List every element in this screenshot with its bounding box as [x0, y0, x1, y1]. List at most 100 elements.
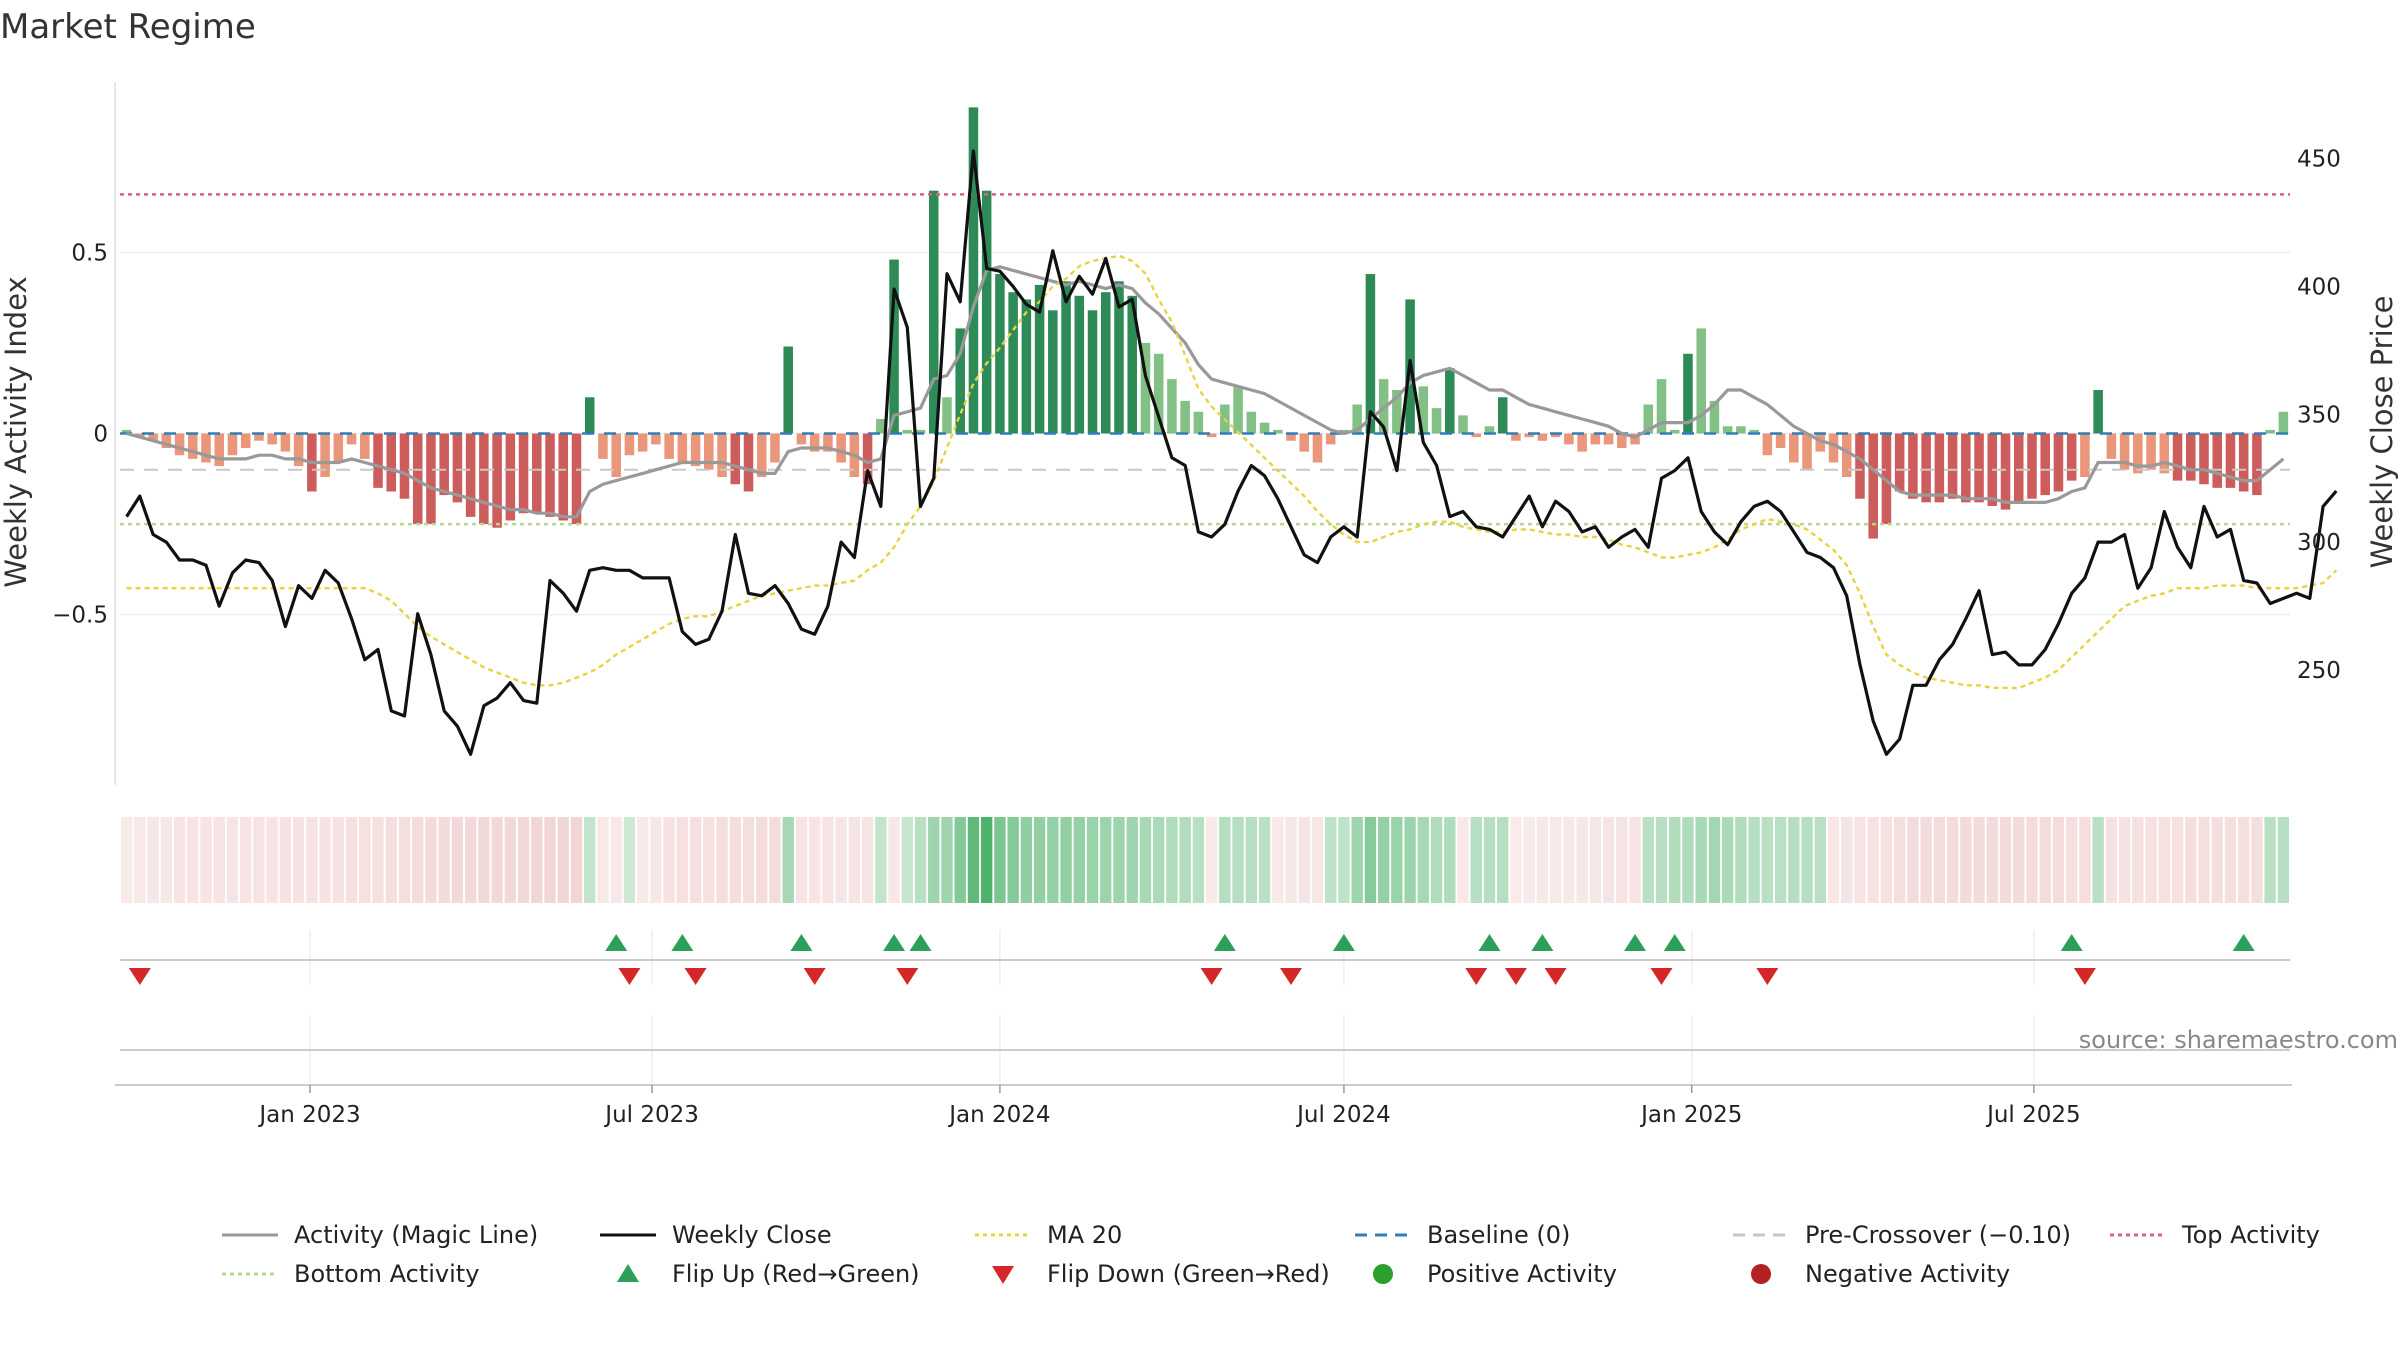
regime-cell: [1404, 817, 1416, 903]
activity-bar: [188, 433, 198, 459]
activity-bar: [1762, 433, 1773, 456]
regime-cell: [650, 817, 662, 903]
activity-bar: [2278, 411, 2289, 434]
regime-cell: [398, 817, 411, 903]
flip-down-marker: [1544, 968, 1567, 985]
regime-cell: [1205, 817, 1218, 903]
regime-cell: [1338, 817, 1350, 903]
regime-cell: [451, 817, 464, 903]
activity-bar: [1418, 386, 1429, 434]
regime-cell: [1735, 817, 1747, 903]
activity-bar: [492, 433, 502, 528]
x-tick-label: Jan 2023: [257, 1102, 360, 1128]
weekly-close-line: [125, 149, 2338, 756]
activity-bar: [1484, 426, 1495, 434]
regime-cell: [120, 817, 133, 903]
regime-cell: [1219, 817, 1231, 903]
legend-label: Top Activity: [2181, 1221, 2320, 1249]
magic-line: [126, 265, 2285, 519]
regime-cell: [901, 817, 913, 903]
lower-panel: Jan 2023 Jul 2023 Jan 2024 Jul 2024 Jan 2025…: [115, 1015, 2398, 1128]
regime-cell: [623, 817, 636, 903]
regime-cell: [2251, 817, 2263, 903]
activity-bar: [1656, 379, 1667, 434]
legend-label: Positive Activity: [1427, 1260, 1617, 1288]
regime-cell: [1682, 817, 1694, 903]
activity-bar: [902, 429, 913, 434]
regime-cell: [1973, 817, 1985, 903]
activity-bar: [862, 433, 873, 485]
activity-bar: [1683, 353, 1693, 434]
regime-cell: [412, 817, 424, 903]
flip-up-marker: [1332, 934, 1355, 951]
regime-cell: [240, 817, 252, 903]
regime-cell: [425, 817, 437, 903]
activity-bar: [1908, 433, 1918, 499]
activity-bar: [267, 433, 277, 445]
regime-cell: [332, 817, 345, 903]
x-tick-label: Jan 2024: [947, 1102, 1050, 1128]
activity-bar: [651, 433, 661, 445]
activity-bar: [360, 433, 370, 459]
regime-cell: [597, 817, 609, 903]
activity-bar: [1802, 433, 1812, 470]
flip-down-marker: [1504, 968, 1527, 985]
regime-cell: [689, 817, 702, 903]
regime-cell: [835, 817, 847, 903]
flip-up-marker: [1663, 934, 1686, 951]
y-right-tick-label: 250: [2297, 658, 2341, 684]
activity-bar: [320, 433, 330, 477]
x-tick-label: Jan 2025: [1639, 1102, 1742, 1128]
regime-cell: [253, 817, 265, 903]
regime-cell: [1946, 817, 1959, 903]
regime-cell: [531, 817, 543, 903]
regime-cell: [1510, 817, 1522, 903]
activity-bar: [2199, 433, 2209, 485]
regime-cell: [729, 817, 741, 903]
right-axis-ticks: 250 300 350 400 450: [2297, 147, 2341, 684]
legend-label: Activity (Magic Line): [294, 1221, 538, 1249]
activity-bar: [1180, 400, 1190, 434]
regime-cell: [1152, 817, 1165, 903]
activity-bar: [1061, 281, 1071, 434]
activity-bar: [1590, 433, 1601, 445]
regime-cell: [795, 817, 808, 903]
activity-bar: [1193, 411, 1204, 434]
activity-bar: [809, 433, 820, 452]
regime-cell: [1298, 817, 1310, 903]
activity-bar: [2027, 433, 2037, 499]
regime-cell: [2065, 817, 2078, 903]
activity-bar: [346, 433, 357, 445]
regime-cell: [570, 817, 583, 903]
regime-cell: [1589, 817, 1602, 903]
regime-cell: [292, 817, 305, 903]
chart-title: Market Regime: [0, 7, 256, 47]
regime-cell: [2132, 817, 2144, 903]
activity-bar: [1074, 295, 1085, 434]
flip-up-marker: [909, 934, 932, 951]
regime-cell: [359, 817, 371, 903]
activity-bar: [743, 433, 754, 492]
legend-item: Positive Activity: [1373, 1260, 1617, 1288]
regime-cell: [1364, 817, 1377, 903]
flip-up-marker: [790, 934, 813, 951]
regime-cell: [372, 817, 384, 903]
activity-bar: [1736, 426, 1746, 434]
source-text: source: sharemaestro.com: [2079, 1026, 2398, 1054]
regime-cell: [1960, 817, 1972, 903]
regime-cell: [1430, 817, 1443, 903]
activity-bar: [1087, 310, 1098, 434]
legend-label: Flip Down (Green→Red): [1047, 1260, 1330, 1288]
activity-bar: [928, 190, 939, 434]
legend-item: Pre-Crossover (−0.10): [1733, 1221, 2071, 1249]
y-right-tick-label: 300: [2297, 530, 2341, 556]
activity-bar: [1868, 433, 1878, 539]
flip-panel: [120, 930, 2290, 985]
activity-bar: [823, 433, 833, 452]
regime-cell: [1814, 817, 1826, 903]
activity-bar: [756, 433, 767, 477]
regime-cell: [279, 817, 292, 903]
activity-bar: [1008, 292, 1018, 434]
regime-cell: [1126, 817, 1138, 903]
